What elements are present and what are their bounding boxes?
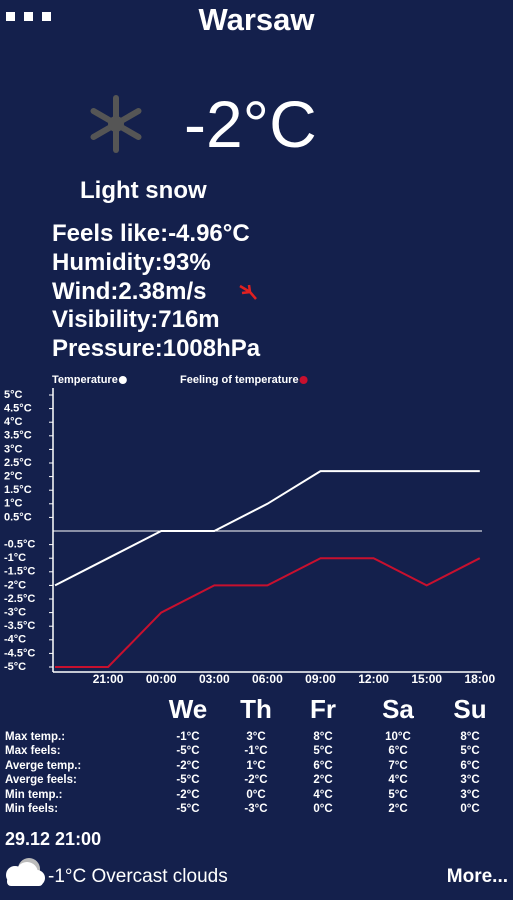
series-line — [55, 557, 481, 668]
cell-value: 8°C — [313, 731, 333, 743]
cell-value: 4°C — [388, 774, 408, 787]
day-label: Fr — [310, 694, 336, 724]
y-tick-label: 4.5°C — [4, 403, 32, 415]
y-tick-label: 5°C — [4, 389, 23, 401]
cell-value: 6°C — [313, 759, 333, 772]
cell-value: 0°C — [246, 788, 266, 801]
y-tick-label: 1°C — [4, 498, 23, 510]
y-tick-label: -1.5°C — [4, 566, 35, 578]
cell-value: 7°C — [388, 759, 408, 772]
cell-value: -5°C — [176, 745, 200, 758]
detail-line: Humidity:93% — [52, 248, 211, 276]
legend-dot — [118, 376, 127, 384]
cell-value: 5°C — [313, 745, 333, 758]
row-label: Max temp.: — [5, 731, 66, 743]
cell-value: 0°C — [313, 803, 333, 815]
footer-summary: -1°C Overcast clouds — [48, 866, 228, 887]
y-tick-label: -3°C — [4, 607, 26, 619]
y-tick-label: 2°C — [4, 471, 23, 483]
x-tick-label: 03:00 — [199, 672, 230, 686]
cell-value: -2°C — [244, 774, 268, 787]
cell-value: -1°C — [244, 745, 268, 758]
y-tick-label: 1.5°C — [4, 484, 32, 496]
cell-value: 2°C — [313, 774, 333, 787]
y-tick-label: -2.5°C — [4, 593, 35, 605]
series-line — [54, 470, 480, 587]
weather-description: Light snow — [80, 177, 207, 204]
detail-line: Visibility:716m — [52, 306, 220, 334]
x-tick-label: 09:00 — [305, 672, 336, 686]
cell-value: 6°C — [388, 745, 408, 758]
day-label: We — [168, 694, 208, 724]
current-temperature: -2°C — [184, 87, 317, 161]
cell-value: -1°C — [176, 731, 200, 743]
y-tick-label: 2.5°C — [4, 457, 32, 469]
y-tick-label: 3.5°C — [4, 430, 32, 442]
cell-value: 6°C — [460, 759, 480, 772]
y-tick-label: -0.5°C — [4, 539, 35, 551]
detail-line: Feels like:-4.96°C — [52, 220, 250, 247]
y-tick-label: -4.5°C — [4, 647, 35, 659]
y-tick-label: -2°C — [4, 579, 26, 591]
y-tick-label: -1°C — [4, 552, 26, 564]
detail-line: Pressure:1008hPa — [52, 335, 261, 363]
y-tick-label: 3°C — [4, 443, 23, 455]
cell-value: -5°C — [176, 774, 200, 787]
day-label: Sa — [382, 694, 414, 724]
cell-value: 5°C — [388, 788, 408, 801]
row-label: Min temp.: — [5, 788, 63, 801]
x-tick-label: 00:00 — [146, 672, 177, 686]
y-tick-label: -4°C — [4, 634, 26, 646]
x-tick-label: 21:00 — [93, 672, 124, 686]
legend-label: Temperature — [52, 374, 118, 386]
cell-value: 2°C — [388, 803, 408, 815]
day-label: Th — [240, 694, 272, 724]
legend-dot — [299, 376, 308, 384]
cell-value: -3°C — [244, 803, 268, 815]
x-tick-label: 15:00 — [411, 672, 442, 686]
cell-value: -5°C — [176, 803, 200, 815]
y-tick-label: -5°C — [4, 661, 26, 673]
detail-line: Wind:2.38m/s — [52, 277, 207, 305]
cell-value: 1°C — [246, 759, 266, 772]
cell-value: 3°C — [460, 774, 480, 787]
more-link[interactable]: More... — [446, 866, 508, 887]
row-label: Max feels: — [5, 745, 61, 758]
row-label: Min feels: — [5, 803, 59, 815]
cell-value: 5°C — [460, 745, 480, 758]
legend-label: Feeling of temperature — [180, 374, 299, 386]
cell-value: 10°C — [385, 731, 411, 743]
y-tick-label: -3.5°C — [4, 620, 35, 632]
cell-value: 3°C — [246, 731, 266, 743]
wind-arrow — [239, 284, 257, 300]
menu-button[interactable] — [6, 12, 60, 24]
city-title: Warsaw — [198, 2, 315, 37]
x-tick-label: 06:00 — [252, 672, 283, 686]
datetime: 29.12 21:00 — [5, 829, 102, 849]
cell-value: 0°C — [460, 803, 480, 815]
day-label: Su — [453, 694, 487, 724]
row-label: Averge temp.: — [5, 759, 82, 772]
cell-value: -2°C — [176, 788, 200, 801]
temperature-chart: 5°C 4.5°C4°C 3.5°C3°C 2.5°C 2°C1.5°C 1°C0.5°C… — [4, 374, 495, 686]
y-tick-label: 4°C — [4, 416, 23, 428]
x-tick-label: 18:00 — [464, 672, 495, 686]
y-tick-label: 0.5°C — [4, 511, 32, 523]
cloud-icon — [6, 858, 45, 886]
x-tick-label: 12:00 — [358, 672, 389, 686]
cell-value: -2°C — [176, 759, 200, 772]
cell-value: 4°C — [313, 788, 333, 801]
cell-value: 8°C — [460, 731, 480, 743]
cell-value: 3°C — [460, 788, 480, 801]
row-label: Averge feels: — [5, 774, 77, 787]
snow-icon — [90, 95, 142, 153]
